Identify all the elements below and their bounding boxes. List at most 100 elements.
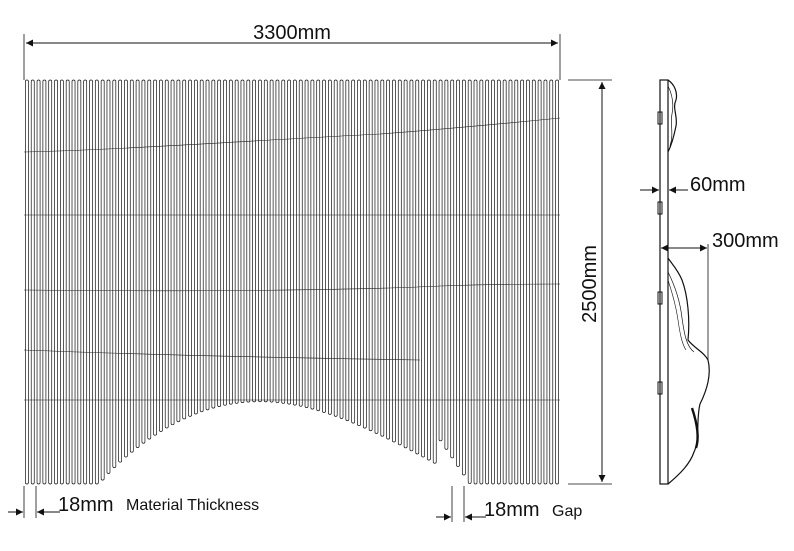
slat <box>456 79 460 467</box>
slat <box>304 79 309 408</box>
slat <box>164 79 169 429</box>
slat <box>403 79 408 449</box>
slat <box>77 79 82 485</box>
slat <box>182 79 187 420</box>
depth-bottom-label: 300mm <box>712 230 779 252</box>
slat <box>124 79 128 458</box>
slat <box>444 79 449 450</box>
slat <box>153 79 157 436</box>
slat <box>30 79 35 485</box>
slat <box>310 79 315 410</box>
slat <box>322 79 326 413</box>
slat <box>368 79 373 432</box>
slat <box>135 79 140 448</box>
slat <box>106 79 111 474</box>
slat <box>252 79 256 403</box>
slat <box>362 79 367 429</box>
slat <box>520 79 524 485</box>
side-back-board <box>659 79 669 485</box>
slat <box>159 79 163 432</box>
thickness-label: Material Thickness <box>126 497 259 514</box>
thickness-value: 18mm <box>58 494 114 516</box>
slat <box>479 79 484 485</box>
slat <box>263 79 268 403</box>
slat <box>25 79 29 485</box>
slat <box>392 79 396 443</box>
slat <box>380 79 385 437</box>
slat <box>65 79 70 485</box>
slat <box>211 79 216 409</box>
width-dimension: 3300mm <box>23 22 561 80</box>
side-bracket <box>657 291 663 305</box>
slat <box>83 79 88 485</box>
slat <box>345 79 350 422</box>
slat <box>339 79 344 419</box>
slat <box>287 79 291 405</box>
thickness-dimension: 18mm Material Thickness <box>8 486 259 518</box>
slat <box>223 79 227 406</box>
side-profile-bottom-inner <box>667 271 695 353</box>
slat <box>228 79 233 405</box>
slat <box>112 79 117 468</box>
width-label: 3300mm <box>253 22 331 44</box>
side-profile-bottom-inner <box>667 279 687 351</box>
slat <box>508 79 513 485</box>
side-elevation-view <box>640 79 710 485</box>
slat <box>100 79 105 481</box>
slat <box>467 79 472 484</box>
slat <box>316 79 321 412</box>
slat <box>427 79 431 461</box>
slat <box>328 79 332 415</box>
slat <box>275 79 280 404</box>
slat <box>71 79 76 485</box>
gap-value: 18mm <box>484 499 540 521</box>
slat <box>129 79 134 453</box>
slat <box>240 79 245 403</box>
height-dimension: 2500mm <box>568 79 612 485</box>
slat <box>450 79 455 459</box>
slat <box>293 79 297 406</box>
slat <box>549 79 554 485</box>
slat <box>526 79 530 485</box>
slat <box>246 79 251 403</box>
side-profile-top <box>667 79 678 153</box>
gap-dimension: 18mm Gap <box>436 486 582 522</box>
slat <box>147 79 152 440</box>
slat <box>555 79 559 485</box>
slat <box>54 79 58 485</box>
slat <box>258 79 262 403</box>
slat <box>351 79 356 424</box>
slat <box>36 79 41 485</box>
slat <box>141 79 146 444</box>
slat <box>409 79 414 452</box>
slat <box>491 79 495 485</box>
slat <box>298 79 303 407</box>
slat <box>432 79 437 464</box>
slat <box>59 79 64 485</box>
slat <box>485 79 490 485</box>
slat <box>170 79 175 426</box>
slat <box>89 79 93 485</box>
slat <box>502 79 507 485</box>
slat <box>415 79 420 455</box>
side-profile-bottom-shadow <box>690 407 699 449</box>
depth-top-label: 60mm <box>690 174 746 196</box>
slat <box>537 79 542 485</box>
slat <box>217 79 222 407</box>
slat <box>199 79 204 413</box>
slat <box>543 79 548 485</box>
slat <box>42 79 47 485</box>
slat <box>386 79 390 440</box>
slat <box>333 79 338 417</box>
slat <box>374 79 379 434</box>
slat <box>496 79 501 485</box>
slat-array <box>25 79 559 485</box>
slat <box>421 79 425 458</box>
slat <box>514 79 519 485</box>
gap-label: Gap <box>552 503 582 520</box>
height-label: 2500mm <box>579 245 601 323</box>
side-bracket <box>657 381 663 395</box>
slat <box>194 79 198 415</box>
